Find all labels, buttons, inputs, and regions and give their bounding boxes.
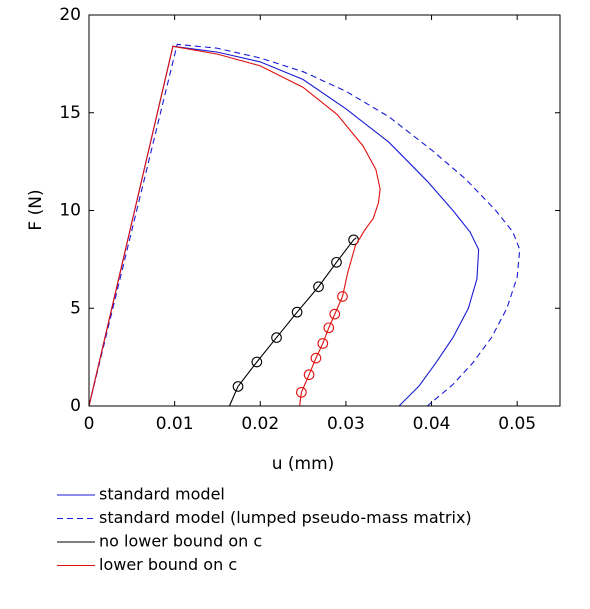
x-tick-label: 0.04 xyxy=(413,414,451,434)
legend: standard model standard model (lumped pse… xyxy=(57,485,472,574)
marker xyxy=(232,381,244,392)
legend-label: no lower bound on c xyxy=(99,532,262,551)
marker xyxy=(291,306,303,318)
y-tick-label: 0 xyxy=(70,396,81,416)
series-line xyxy=(88,45,480,407)
marker xyxy=(337,291,348,302)
x-tick-label: 0.01 xyxy=(156,414,194,434)
y-tick-label: 5 xyxy=(70,298,81,318)
x-tick-label: 0.05 xyxy=(498,414,536,434)
marker xyxy=(303,369,315,381)
y-axis-label: F (N) xyxy=(26,189,46,230)
plot-frame xyxy=(88,14,561,407)
marker xyxy=(331,256,342,268)
marker xyxy=(313,281,324,293)
x-tick-label: 0.03 xyxy=(327,414,365,434)
legend-label: standard model (lumped pseudo-mass matri… xyxy=(99,508,472,527)
marker xyxy=(317,338,329,349)
y-tick-label: 10 xyxy=(59,201,81,221)
marker xyxy=(329,308,341,320)
x-tick-label: 0.02 xyxy=(241,414,279,434)
marker xyxy=(296,386,307,398)
marker xyxy=(310,352,322,364)
x-tick-label: 0 xyxy=(84,414,95,434)
x-axis-label: u (mm) xyxy=(272,454,335,474)
legend-label: standard model xyxy=(99,485,225,504)
marker xyxy=(251,356,263,368)
series-line xyxy=(88,43,521,407)
series-line xyxy=(228,237,357,407)
y-tick-label: 15 xyxy=(59,103,81,123)
marker xyxy=(271,332,282,343)
y-tick-label: 20 xyxy=(59,5,81,25)
marker xyxy=(323,322,335,334)
legend-label: lower bound on c xyxy=(99,555,237,574)
series-line xyxy=(88,45,381,407)
